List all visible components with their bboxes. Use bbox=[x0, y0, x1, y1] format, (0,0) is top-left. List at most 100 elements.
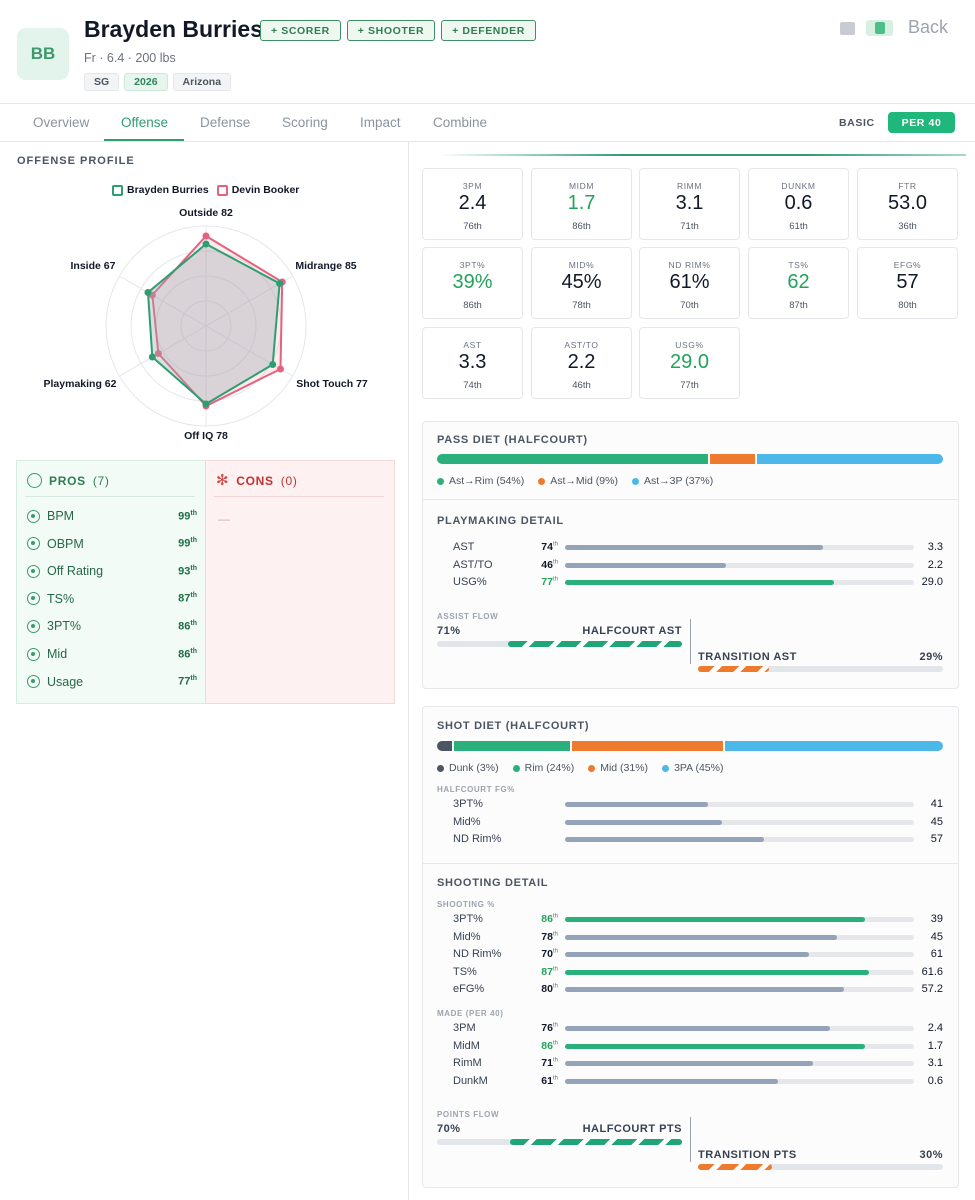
stat-card-rimm[interactable]: RIMM 3.1 71th bbox=[639, 168, 740, 240]
row-value: 0.6 bbox=[927, 1074, 943, 1087]
avatar: BB bbox=[17, 28, 69, 80]
stack-segment bbox=[437, 454, 709, 464]
bar-row: eFG% 80th 57.2 bbox=[453, 983, 943, 997]
radar-compare-series-point bbox=[276, 365, 284, 373]
stat-label: EFG% bbox=[893, 260, 922, 270]
stack-segment bbox=[572, 741, 723, 751]
flow-divider bbox=[690, 619, 691, 664]
radar-axis-label: Inside 67 bbox=[71, 260, 116, 272]
player-meta: Fr · 6.4 · 200 lbs bbox=[84, 51, 176, 65]
toggle-icon[interactable] bbox=[866, 20, 893, 36]
stat-label: DUNKM bbox=[781, 181, 816, 191]
row-rank: 74th bbox=[541, 541, 558, 553]
legend-item: Rim (24%) bbox=[512, 762, 574, 774]
row-track bbox=[565, 987, 914, 992]
tab-scoring[interactable]: Scoring bbox=[282, 115, 328, 130]
row-track bbox=[565, 545, 914, 550]
pro-item[interactable]: TS% 87th bbox=[27, 589, 197, 609]
radar-player-series-point bbox=[202, 400, 210, 408]
pro-rank: 86th bbox=[178, 620, 197, 633]
stat-card-nd-rim-[interactable]: ND RIM% 61% 70th bbox=[639, 247, 740, 319]
made-title: MADE (PER 40) bbox=[437, 1009, 504, 1018]
stat-percentile: 74th bbox=[463, 380, 482, 391]
row-name: RimM bbox=[453, 1057, 482, 1069]
row-track bbox=[565, 1078, 914, 1084]
row-value: 41 bbox=[930, 798, 943, 810]
pro-item[interactable]: Usage 77th bbox=[27, 672, 197, 692]
stat-percentile: 80th bbox=[898, 300, 917, 311]
row-value: 39 bbox=[930, 913, 943, 925]
pro-icon bbox=[27, 537, 40, 551]
pro-rank: 86th bbox=[178, 647, 197, 661]
pro-item[interactable]: Mid 86th bbox=[27, 644, 197, 664]
row-track bbox=[565, 837, 914, 842]
stat-card-ast-to[interactable]: AST/TO 2.2 46th bbox=[531, 327, 632, 399]
pro-item[interactable]: 3PT% 86th bbox=[27, 616, 197, 636]
pro-item[interactable]: BPM 99th bbox=[27, 506, 197, 526]
stat-card-dunkm[interactable]: DUNKM 0.6 61th bbox=[748, 168, 849, 240]
playmaking-title: PLAYMAKING DETAIL bbox=[437, 515, 564, 527]
cons-empty: — bbox=[218, 512, 230, 526]
legend-compare[interactable]: Devin Booker bbox=[216, 184, 299, 196]
stat-card-ast[interactable]: AST 3.3 74th bbox=[422, 327, 523, 399]
stack-segment bbox=[710, 454, 756, 464]
pro-rank: 87th bbox=[178, 592, 197, 606]
stat-percentile: 70th bbox=[680, 300, 699, 311]
stat-card-efg-[interactable]: EFG% 57 80th bbox=[857, 247, 958, 319]
shot-diet-title: SHOT DIET (HALFCOURT) bbox=[437, 720, 590, 732]
row-value: 2.2 bbox=[927, 558, 943, 571]
flow-left-fill bbox=[510, 1139, 682, 1145]
pass-diet-card: PASS DIET (HALFCOURT) Ast→Rim (54%) Ast→M… bbox=[422, 421, 959, 689]
accent-bar bbox=[438, 154, 966, 156]
offense-radar-chart: Outside 82 Midrange 85 Shot Touch 77 Off IQ… bbox=[44, 207, 368, 442]
pro-item[interactable]: OBPM 99th bbox=[27, 534, 197, 554]
basic-toggle[interactable]: BASIC bbox=[839, 117, 875, 129]
pro-name: 3PT% bbox=[47, 619, 82, 634]
tab-offense[interactable]: Offense bbox=[121, 115, 169, 130]
bar-row: USG% 77th 29.0 bbox=[453, 576, 943, 590]
row-name: DunkM bbox=[453, 1074, 488, 1087]
stat-percentile: 86th bbox=[463, 300, 482, 311]
stat-card-3pm[interactable]: 3PM 2.4 76th bbox=[422, 168, 523, 240]
tab-overview[interactable]: Overview bbox=[33, 115, 90, 130]
legend-player[interactable]: Brayden Burries bbox=[112, 184, 209, 196]
radar-compare-series-point bbox=[202, 232, 210, 240]
stat-card-ts-[interactable]: TS% 62 87th bbox=[748, 247, 849, 319]
tab-combine[interactable]: Combine bbox=[433, 115, 488, 130]
stat-card-3pt-[interactable]: 3PT% 39% 86th bbox=[422, 247, 523, 319]
stat-card-usg-[interactable]: USG% 29.0 77th bbox=[639, 327, 740, 399]
tab-impact[interactable]: Impact bbox=[360, 115, 401, 130]
row-track bbox=[565, 580, 914, 585]
stat-value: 3.3 bbox=[458, 351, 487, 373]
stat-card-midm[interactable]: MIDM 1.7 86th bbox=[531, 168, 632, 240]
stat-percentile: 87th bbox=[789, 300, 808, 311]
radar-player-series-point bbox=[276, 280, 284, 287]
tab-defense[interactable]: Defense bbox=[200, 115, 251, 130]
row-rank: 77th bbox=[541, 576, 558, 588]
pro-name: Usage bbox=[47, 674, 84, 689]
stat-label: USG% bbox=[675, 340, 704, 350]
stack-segment bbox=[757, 454, 943, 464]
badge-scorer[interactable]: + SCORER bbox=[260, 20, 341, 41]
flow-left-pct: 70% bbox=[437, 1123, 461, 1135]
row-fill bbox=[565, 987, 845, 992]
stat-card-mid-[interactable]: MID% 45% 78th bbox=[531, 247, 632, 319]
row-value: 3.1 bbox=[927, 1057, 943, 1069]
chip-school: Arizona bbox=[172, 73, 232, 91]
pro-name: Mid bbox=[47, 647, 68, 661]
square-icon[interactable] bbox=[840, 22, 855, 35]
stat-card-ftr[interactable]: FTR 53.0 36th bbox=[857, 168, 958, 240]
flow-right-track bbox=[698, 1164, 943, 1170]
stat-label: ND RIM% bbox=[668, 260, 711, 270]
per40-toggle[interactable]: PER 40 bbox=[888, 112, 955, 133]
badge-shooter[interactable]: + SHOOTER bbox=[346, 20, 436, 41]
stack-segment bbox=[724, 741, 943, 751]
pro-item[interactable]: Off Rating 93th bbox=[27, 561, 197, 581]
badge-defender[interactable]: + DEFENDER bbox=[441, 20, 536, 41]
pass-diet-title: PASS DIET (HALFCOURT) bbox=[437, 434, 588, 446]
flow-right-fill bbox=[698, 666, 769, 672]
back-button[interactable]: Back bbox=[908, 17, 949, 37]
bar-row: 3PT% 86th 39 bbox=[453, 913, 943, 927]
flow-right-label: TRANSITION PTS bbox=[698, 1149, 797, 1161]
